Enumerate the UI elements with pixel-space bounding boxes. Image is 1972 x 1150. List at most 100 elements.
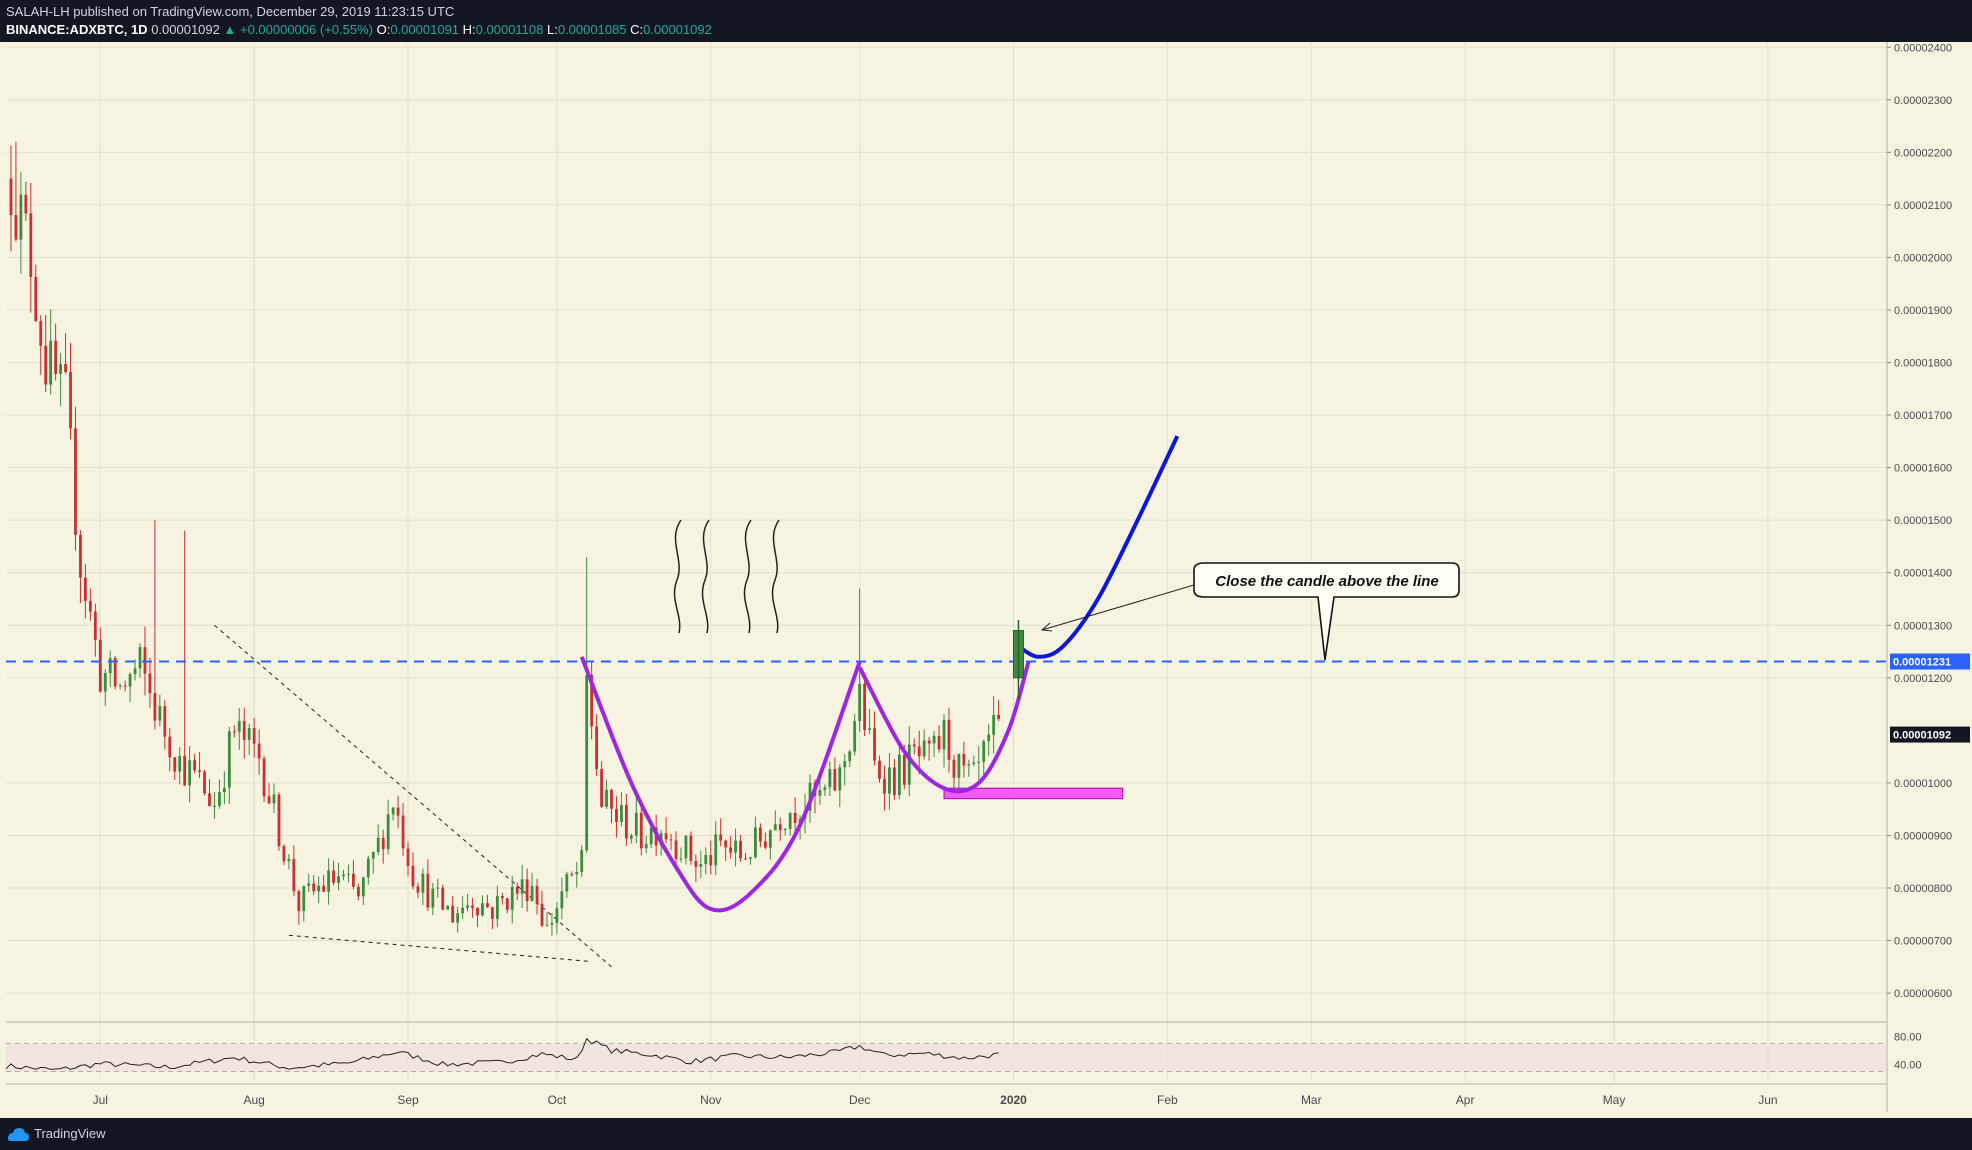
tradingview-brand[interactable]: TradingView	[34, 1126, 106, 1141]
price-tick-label: 0.00002300	[1894, 95, 1952, 107]
candle-body	[902, 754, 906, 785]
candle-body	[888, 767, 891, 794]
candle-body	[416, 886, 420, 893]
price-tick-label: 0.00002200	[1894, 147, 1952, 159]
candle-body	[773, 824, 777, 831]
low-value: 0.00001085	[557, 22, 627, 37]
candle-body	[34, 277, 38, 322]
candle-body	[585, 675, 589, 851]
candle-body	[322, 885, 326, 892]
candle-body	[907, 744, 911, 785]
candle-body	[897, 754, 901, 796]
tradingview-logo-icon[interactable]	[6, 1125, 30, 1143]
candle-body	[133, 668, 137, 675]
candle-body	[486, 903, 489, 908]
candle-body	[118, 685, 122, 687]
candle-body	[530, 886, 534, 902]
candle-body	[724, 840, 728, 848]
candle-body	[704, 854, 708, 865]
price-tick-label: 0.00001000	[1894, 778, 1952, 790]
price-tick-label: 0.00002400	[1894, 42, 1952, 54]
candle-body	[292, 859, 296, 892]
candle-body	[406, 848, 410, 866]
candle-body	[287, 859, 291, 862]
candle-body	[853, 721, 857, 752]
price-tick-label: 0.00000700	[1894, 936, 1952, 948]
candle-body	[763, 841, 767, 848]
candle-body	[93, 611, 97, 640]
candle-body	[754, 827, 757, 858]
candle-body	[49, 340, 53, 385]
candle-body	[411, 865, 415, 887]
candle-body	[88, 600, 92, 612]
candle-body	[823, 787, 827, 790]
time-tick-label: May	[1603, 1093, 1626, 1107]
candle-body	[426, 873, 430, 908]
candle-body	[381, 837, 385, 850]
projection-curve[interactable]	[1017, 435, 1180, 659]
candle-body	[54, 340, 58, 374]
chart-header: SALAH-LH published on TradingView.com, D…	[0, 0, 1972, 42]
symbol-label[interactable]: BINANCE:ADXBTC, 1D	[6, 22, 148, 37]
cup-curve-right[interactable]	[857, 661, 1031, 794]
candle-body	[674, 840, 678, 859]
candle-body	[168, 736, 172, 758]
candle-body	[282, 846, 286, 862]
demand-zone-box[interactable]	[943, 787, 1124, 800]
candle-body	[262, 758, 266, 797]
candle-body	[347, 873, 350, 875]
time-tick-label: Nov	[700, 1093, 721, 1107]
publisher-line[interactable]: SALAH-LH published on TradingView.com, D…	[6, 4, 455, 19]
candle-body	[39, 321, 43, 346]
candle-body	[193, 760, 196, 771]
candle-body	[997, 714, 1001, 719]
candle-body	[620, 804, 623, 823]
rsi-axis: 80.00 40.00	[1894, 1031, 1922, 1071]
candle-body	[615, 808, 618, 823]
candle-body	[664, 833, 668, 840]
price-tick-label: 0.00001900	[1894, 305, 1952, 317]
candle-body	[540, 903, 544, 926]
candle-body	[252, 728, 256, 744]
candle-body	[183, 755, 187, 786]
candle-body	[749, 857, 752, 859]
candle-body	[277, 794, 281, 847]
candle-body	[709, 854, 713, 866]
candle-body	[227, 731, 231, 788]
candle-body	[729, 847, 733, 853]
cup-curve-left[interactable]	[579, 656, 862, 913]
candle-body	[967, 764, 971, 766]
price-tick-label: 0.00000900	[1894, 830, 1952, 842]
candle-body	[843, 761, 847, 768]
candle-body	[14, 215, 18, 240]
time-axis: Jul Aug Sep Oct Nov Dec 2020 Feb Mar Apr May Jun	[93, 1093, 1778, 1107]
candle-body	[610, 789, 613, 809]
callout-arrow-line	[1041, 584, 1195, 631]
candle-body	[103, 673, 107, 692]
callout-bubble[interactable]: Close the candle above the line	[1193, 562, 1460, 661]
price-tick-label: 0.00001500	[1894, 515, 1952, 527]
candle-body	[793, 813, 797, 823]
candle-body	[98, 639, 102, 692]
candle-body	[500, 895, 504, 899]
candle-body	[29, 213, 33, 278]
falling-wedge	[214, 624, 612, 968]
candle-body	[565, 874, 569, 892]
candle-body	[922, 740, 926, 757]
candle-body	[222, 787, 226, 793]
time-tick-label: Feb	[1157, 1093, 1178, 1107]
candle-body	[376, 837, 380, 853]
candle-body	[490, 907, 494, 919]
candle-body	[456, 913, 460, 923]
low-label: L:	[547, 22, 558, 37]
candle-body	[987, 734, 991, 742]
rsi-tick-label: 40.00	[1894, 1059, 1922, 1071]
candle-body	[555, 908, 559, 924]
candle-body	[744, 858, 747, 860]
time-tick-label: 2020	[1000, 1093, 1027, 1107]
candle-body	[9, 178, 13, 216]
price-tick-label: 0.00001400	[1894, 568, 1952, 580]
candle-body	[535, 886, 539, 904]
wedge-lower-line	[288, 934, 592, 963]
